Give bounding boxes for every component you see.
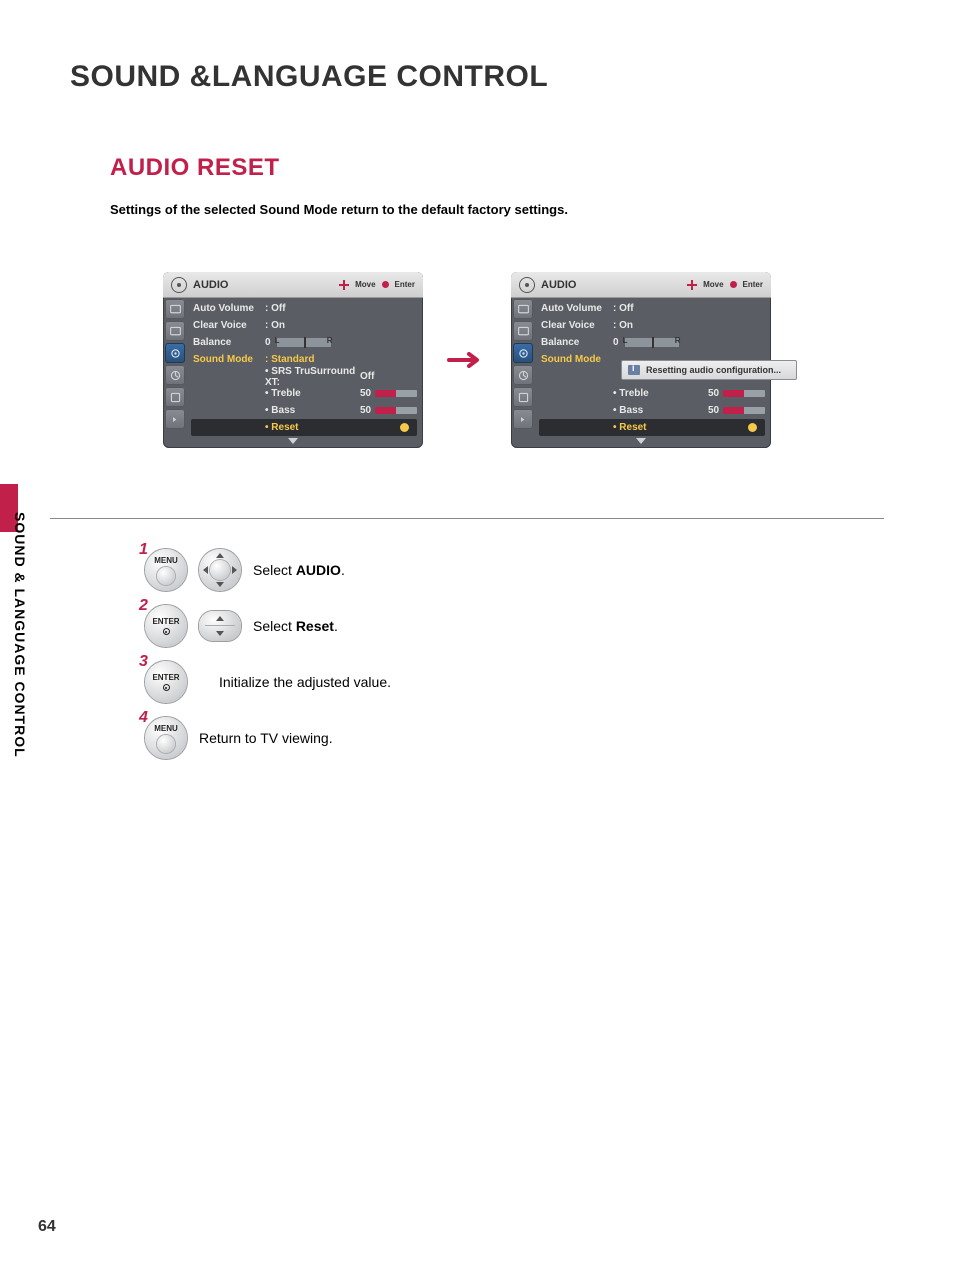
row-bass: • Bass50: [537, 402, 767, 419]
row-balance: Balance0: [537, 334, 767, 351]
panel-row: AUDIO Move Enter Auto V: [50, 272, 884, 448]
page-number: 64: [38, 1218, 56, 1236]
menu-icon: [513, 299, 533, 319]
step-text: Initialize the adjusted value.: [219, 674, 391, 690]
row-clear-voice: Clear Voice: On: [189, 317, 419, 334]
step-text: Select Reset.: [253, 618, 338, 634]
panel-hints: Move Enter: [339, 280, 415, 290]
row-auto-volume: Auto Volume: Off: [537, 300, 767, 317]
side-tab: SOUND & LANGUAGE CONTROL: [0, 512, 28, 812]
enter-button-icon: ENTER: [145, 605, 187, 647]
scroll-down-icon: [288, 438, 298, 444]
side-tab-label: SOUND & LANGUAGE CONTROL: [12, 512, 28, 758]
hint-enter: Enter: [395, 280, 415, 289]
section-title: AUDIO RESET: [110, 154, 884, 182]
row-reset: • Reset: [539, 419, 765, 436]
hint-move: Move: [703, 280, 723, 289]
enter-icon: [730, 281, 737, 288]
panel-title: AUDIO: [193, 279, 228, 291]
menu-icon-column: [163, 298, 187, 438]
audio-menu-panel-before: AUDIO Move Enter Auto V: [163, 272, 423, 448]
menu-icon: [165, 299, 185, 319]
step-2: 2 ENTER Select Reset.: [145, 605, 884, 647]
menu-button-icon: MENU: [145, 549, 187, 591]
row-bass: • Bass50: [189, 402, 419, 419]
hint-move: Move: [355, 280, 375, 289]
row-treble: • Treble50: [189, 385, 419, 402]
audio-header-icon: [519, 277, 535, 293]
audio-header-icon: [171, 277, 187, 293]
audio-menu-panel-after: AUDIO Move Enter Auto V: [511, 272, 771, 448]
panel-title: AUDIO: [541, 279, 576, 291]
info-icon: [628, 365, 640, 375]
step-number: 2: [139, 597, 148, 615]
balance-slider: [277, 338, 331, 347]
treble-bar: [375, 390, 417, 397]
balance-slider: [625, 338, 679, 347]
menu-icon: [513, 409, 533, 429]
step-number: 1: [139, 541, 148, 559]
scroll-down-icon: [636, 438, 646, 444]
row-srs: • SRS TruSurround XT:Off: [189, 368, 419, 385]
panel-hints: Move Enter: [687, 280, 763, 290]
up-down-button-icon: [199, 611, 241, 641]
menu-icon: [165, 409, 185, 429]
popup-text: Resetting audio configuration...: [646, 365, 781, 375]
steps-list: 1 MENU Select AUDIO. 2 ENTER Select Rese…: [145, 549, 884, 759]
move-icon: [687, 280, 697, 290]
step-3: 3 ENTER Initialize the adjusted value.: [145, 661, 884, 703]
menu-icon-audio: [165, 343, 185, 363]
step-1: 1 MENU Select AUDIO.: [145, 549, 884, 591]
menu-icon-audio: [513, 343, 533, 363]
enter-button-icon: ENTER: [145, 661, 187, 703]
hint-enter: Enter: [743, 280, 763, 289]
section-description: Settings of the selected Sound Mode retu…: [110, 202, 884, 217]
row-treble: • Treble50: [537, 385, 767, 402]
menu-icon-column: [511, 298, 535, 438]
row-balance: Balance0: [189, 334, 419, 351]
step-number: 4: [139, 709, 148, 727]
step-number: 3: [139, 653, 148, 671]
panel-header: AUDIO Move Enter: [163, 272, 423, 298]
row-clear-voice: Clear Voice: On: [537, 317, 767, 334]
reset-popup: Resetting audio configuration...: [621, 360, 797, 380]
selection-dot-icon: [400, 423, 409, 432]
bass-bar: [375, 407, 417, 414]
page-title: SOUND &LANGUAGE CONTROL: [70, 60, 884, 94]
menu-icon: [165, 387, 185, 407]
move-icon: [339, 280, 349, 290]
section-divider: [50, 518, 884, 519]
menu-icon: [165, 365, 185, 385]
menu-icon: [165, 321, 185, 341]
step-text: Select AUDIO.: [253, 562, 345, 578]
row-auto-volume: Auto Volume: Off: [189, 300, 419, 317]
row-reset: • Reset: [191, 419, 417, 436]
menu-button-icon: MENU: [145, 717, 187, 759]
treble-bar: [723, 390, 765, 397]
selection-dot-icon: [748, 423, 757, 432]
nav-ring-icon: [199, 549, 241, 591]
arrow-right-icon: [447, 352, 487, 368]
enter-icon: [382, 281, 389, 288]
menu-icon: [513, 387, 533, 407]
bass-bar: [723, 407, 765, 414]
menu-icon: [513, 321, 533, 341]
panel-header: AUDIO Move Enter: [511, 272, 771, 298]
step-text: Return to TV viewing.: [199, 730, 333, 746]
menu-icon: [513, 365, 533, 385]
step-4: 4 MENU Return to TV viewing.: [145, 717, 884, 759]
